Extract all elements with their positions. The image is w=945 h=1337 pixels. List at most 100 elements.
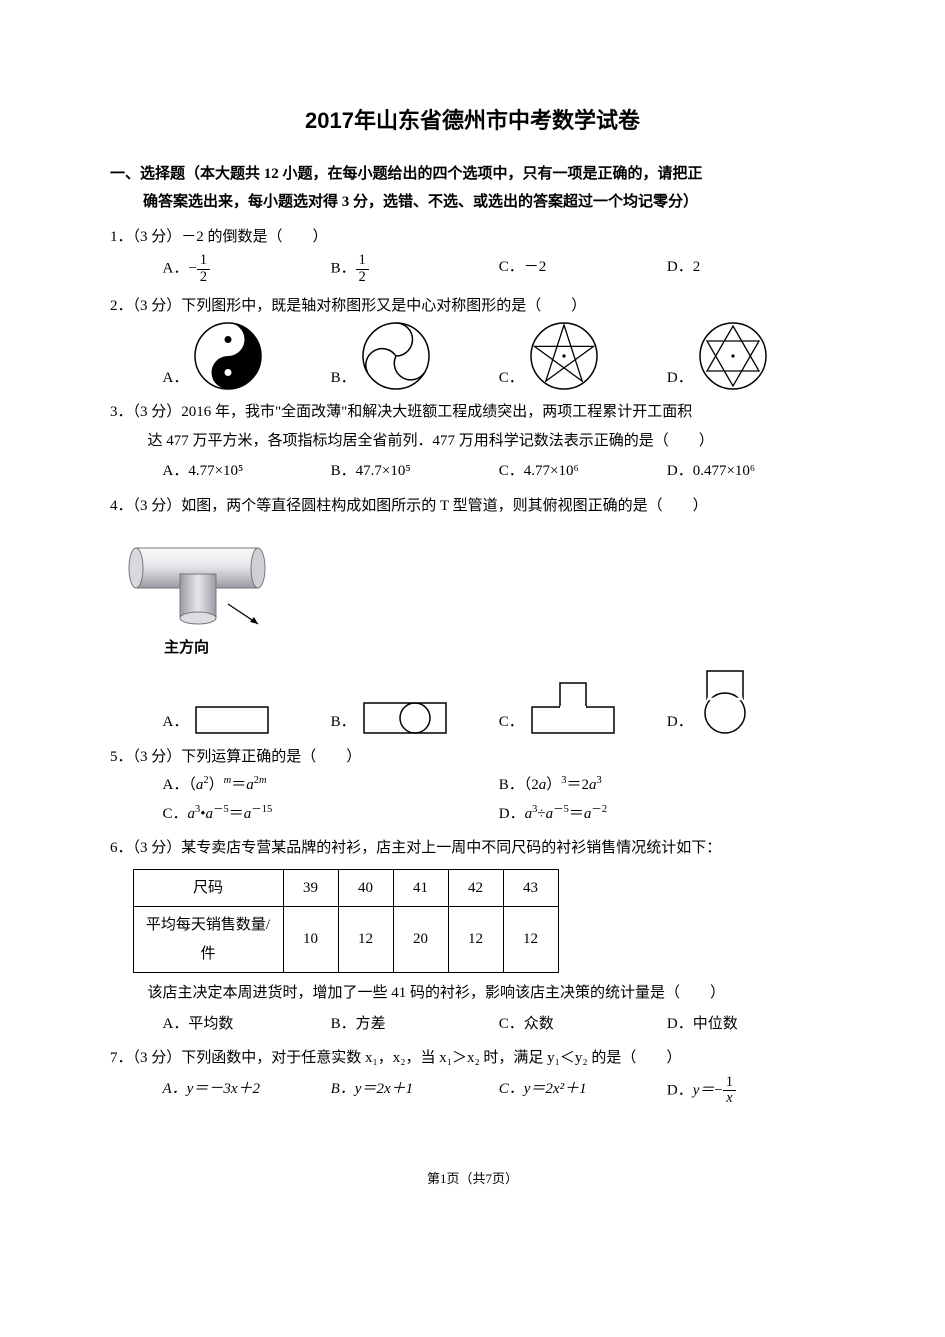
q5-c-pre: C． (163, 806, 188, 822)
q4-text: 4．（3 分）如图，两个等直径圆柱构成如图所示的 T 型管道，则其俯视图正确的是… (110, 492, 835, 521)
q6-td-0: 平均每天销售数量/件 (133, 907, 283, 973)
q4-figure: 主方向 (128, 524, 835, 663)
q4-choice-b: B． (331, 691, 499, 737)
q7-choice-d: D．y＝−1x (667, 1075, 835, 1107)
q4-choice-a: A． (163, 697, 331, 737)
q5-d-div: ÷ (537, 806, 545, 822)
q4-opt-b-icon (360, 691, 450, 737)
q3-choices: A．4.77×10⁵ B．47.7×10⁵ C．4.77×10⁶ D．0.477… (110, 457, 835, 486)
q4-d-label: D． (667, 708, 693, 737)
q5-b-pre: B．（2 (499, 777, 539, 793)
q1-b-num: 1 (356, 253, 369, 270)
q5-a-mid: ） (209, 777, 224, 793)
q5-d-eq: ＝ (569, 806, 584, 822)
q6-text: 6．（3 分）某专卖店专营某品牌的衬衫，店主对上一周中不同尺码的衬衫销售情况统计… (110, 834, 835, 863)
triskelion-icon (360, 320, 432, 392)
q1-a-den: 2 (197, 270, 210, 286)
table-row: 平均每天销售数量/件 10 12 20 12 12 (133, 907, 558, 973)
q6-td-1: 10 (283, 907, 338, 973)
q6-th-4: 42 (448, 869, 503, 907)
q7-d-frac: 1x (723, 1075, 736, 1107)
q2-text: 2．（3 分）下列图形中，既是轴对称图形又是中心对称图形的是（ ） (110, 292, 835, 321)
question-6: 6．（3 分）某专卖店专营某品牌的衬衫，店主对上一周中不同尺码的衬衫销售情况统计… (110, 834, 835, 1038)
q7-d-num: 1 (723, 1075, 736, 1092)
q6-choice-d: D．中位数 (667, 1010, 835, 1039)
q3-choice-c: C．4.77×10⁶ (499, 457, 667, 486)
table-row: 尺码 39 40 41 42 43 (133, 869, 558, 907)
q2-b-label: B． (331, 364, 356, 393)
q7-d-den: x (723, 1091, 736, 1107)
t-pipe-icon (128, 524, 278, 634)
q6-choice-a: A．平均数 (163, 1010, 331, 1039)
q1-b-prefix: B． (331, 261, 356, 277)
yin-yang-icon (192, 320, 264, 392)
q6-th-3: 41 (393, 869, 448, 907)
q7-choice-a: A．y＝－3x＋2 (163, 1075, 331, 1107)
pentagram-icon (528, 320, 600, 392)
q5-choice-a: A．（a2）m＝a2m (163, 771, 499, 800)
q2-choice-a: A． (163, 320, 331, 392)
q1-b-frac: 12 (356, 253, 369, 285)
q1-a-frac: 12 (197, 253, 210, 285)
q5-a-eq: ＝ (231, 777, 246, 793)
q5-choice-b: B．（2a）3＝2a3 (499, 771, 835, 800)
q3-choice-b: B．47.7×10⁵ (331, 457, 499, 486)
q6-td-2: 12 (338, 907, 393, 973)
q4-b-label: B． (331, 708, 356, 737)
q7-c-val: C．y＝2x²＋1 (499, 1081, 587, 1097)
question-4: 4．（3 分）如图，两个等直径圆柱构成如图所示的 T 型管道，则其俯视图正确的是… (110, 492, 835, 737)
q7-a-val: A．y＝－3x＋2 (163, 1081, 260, 1097)
q1-choice-a: A．−12 (163, 253, 331, 285)
q1-a-num: 1 (197, 253, 210, 270)
question-1: 1．（3 分）－2 的倒数是（ ） A．−12 B．12 C．－2 D．2 (110, 223, 835, 286)
q3-choice-a: A．4.77×10⁵ (163, 457, 331, 486)
q6-th-1: 39 (283, 869, 338, 907)
q4-caption: 主方向 (164, 634, 835, 663)
q4-c-label: C． (499, 708, 524, 737)
q2-a-label: A． (163, 364, 189, 393)
q6-th-2: 40 (338, 869, 393, 907)
q2-choice-d: D． (667, 320, 835, 392)
q6-td-4: 12 (448, 907, 503, 973)
q4-opt-d-icon (697, 667, 753, 737)
q5-b-mid: ） (546, 777, 561, 793)
q7-choices: A．y＝－3x＋2 B．y＝2x＋1 C．y＝2x²＋1 D．y＝−1x (110, 1075, 835, 1107)
q1-choice-b: B．12 (331, 253, 499, 285)
q7-b-val: B．y＝2x＋1 (331, 1081, 413, 1097)
q7-text: 7．（3 分）下列函数中，对于任意实数 x₁，x₂，当 x₁＞x₂ 时，满足 y… (110, 1044, 835, 1073)
q5-c-eq: ＝ (229, 806, 244, 822)
hexagram-icon (697, 320, 769, 392)
q4-choices: A． B． C． D． (110, 667, 835, 737)
question-7: 7．（3 分）下列函数中，对于任意实数 x₁，x₂，当 x₁＞x₂ 时，满足 y… (110, 1044, 835, 1107)
q4-opt-c-icon (528, 679, 618, 737)
q2-choices: A． B． C． (110, 320, 835, 392)
q7-choice-c: C．y＝2x²＋1 (499, 1075, 667, 1107)
q7-d-y: y＝ (693, 1082, 715, 1098)
section-1-line2: 确答案选出来，每小题选对得 3 分，选错、不选、或选出的答案超过一个均记零分） (110, 188, 835, 217)
q6-choice-b: B．方差 (331, 1010, 499, 1039)
question-5: 5．（3 分）下列运算正确的是（ ） A．（a2）m＝a2m B．（2a）3＝2… (110, 743, 835, 829)
q1-choices: A．−12 B．12 C．－2 D．2 (110, 253, 835, 285)
q6-th-0: 尺码 (133, 869, 283, 907)
question-3: 3．（3 分）2016 年，我市"全面改薄"和解决大班额工程成绩突出，两项工程累… (110, 398, 835, 486)
q6-tail: 该店主决定本周进货时，增加了一些 41 码的衬衫，影响该店主决策的统计量是（ ） (110, 979, 835, 1008)
q4-choice-d: D． (667, 667, 835, 737)
q1-a-sign: − (188, 261, 196, 277)
question-2: 2．（3 分）下列图形中，既是轴对称图形又是中心对称图形的是（ ） A． B． (110, 292, 835, 393)
q4-opt-a-icon (192, 697, 272, 737)
q1-b-den: 2 (356, 270, 369, 286)
q7-d-sign: − (714, 1082, 722, 1098)
section-1-head: 一、选择题（本大题共 12 小题，在每小题给出的四个选项中，只有一项是正确的，请… (110, 160, 835, 217)
q5-b-eq: ＝2 (567, 777, 590, 793)
section-1-line1: 一、选择题（本大题共 12 小题，在每小题给出的四个选项中，只有一项是正确的，请… (110, 166, 703, 182)
q6-choices: A．平均数 B．方差 C．众数 D．中位数 (110, 1010, 835, 1039)
q2-choice-b: B． (331, 320, 499, 392)
q1-choice-d: D．2 (667, 253, 835, 285)
page-footer: 第1页（共7页） (110, 1167, 835, 1192)
q2-c-label: C． (499, 364, 524, 393)
q1-choice-c: C．－2 (499, 253, 667, 285)
q4-choice-c: C． (499, 679, 667, 737)
page-title: 2017年山东省德州市中考数学试卷 (110, 100, 835, 142)
q5-choice-c: C．a3•a－5＝a－15 (163, 800, 499, 829)
q6-td-3: 20 (393, 907, 448, 973)
